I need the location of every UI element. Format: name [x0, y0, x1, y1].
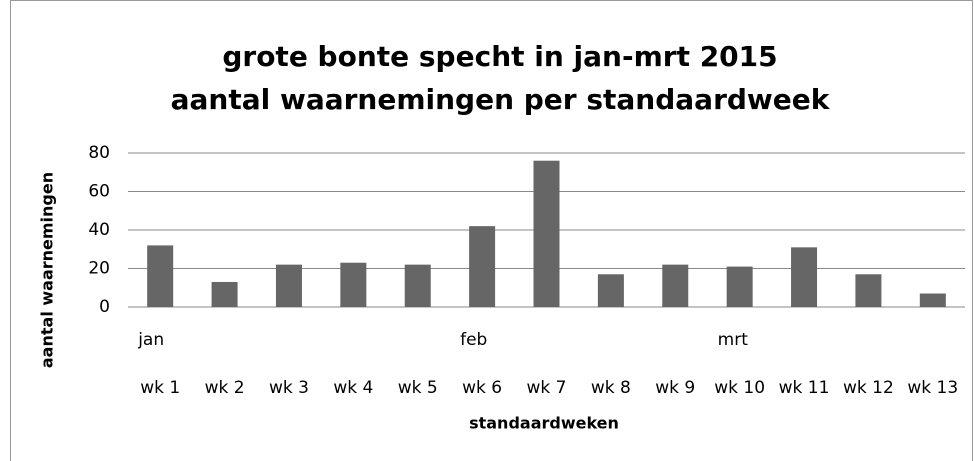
x-tick-label: wk 13: [907, 378, 958, 398]
x-tick-label: wk 6: [462, 378, 502, 398]
y-tick-label: 40: [88, 220, 110, 240]
x-axis-title: standaardweken: [469, 414, 619, 433]
x-tick-label: wk 7: [527, 378, 567, 398]
y-tick-label: 80: [88, 143, 110, 163]
x-tick-label: wk 4: [333, 378, 373, 398]
x-tick-label: wk 8: [591, 378, 631, 398]
bar: [147, 245, 174, 307]
bar: [469, 226, 496, 307]
y-tick-label: 60: [88, 182, 110, 202]
bar: [340, 262, 367, 307]
x-tick-label: wk 12: [843, 378, 894, 398]
y-tick-label: 20: [88, 259, 110, 279]
x-tick-label: wk 2: [205, 378, 245, 398]
x-group-label: jan: [137, 330, 164, 350]
x-tick-label: wk 5: [398, 378, 438, 398]
x-group-label: feb: [460, 330, 487, 350]
chart-title: grote bonte specht in jan-mrt 2015: [222, 40, 777, 73]
bar: [533, 160, 560, 307]
bar: [662, 264, 689, 307]
x-tick-label: wk 9: [655, 378, 695, 398]
bar: [791, 247, 818, 307]
bar: [211, 281, 238, 307]
x-tick-label: wk 11: [779, 378, 830, 398]
bar: [597, 274, 624, 307]
y-axis-title: aantal waarnemingen: [38, 172, 57, 368]
x-group-label: mrt: [718, 330, 749, 350]
x-tick-label: wk 1: [140, 378, 180, 398]
x-tick-label: wk 3: [269, 378, 309, 398]
chart-title: aantal waarnemingen per standaardweek: [171, 83, 831, 116]
x-tick-label: wk 10: [714, 378, 765, 398]
bar: [404, 264, 431, 307]
bar: [275, 264, 302, 307]
y-tick-label: 0: [99, 297, 110, 317]
bar: [919, 293, 946, 307]
bar: [855, 274, 882, 307]
bar: [726, 266, 753, 307]
